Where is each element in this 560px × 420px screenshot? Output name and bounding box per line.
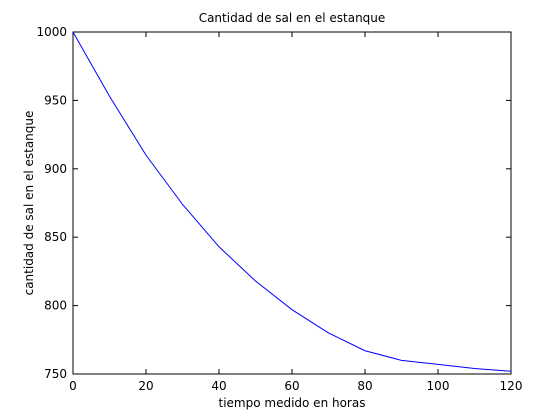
series-layer [72, 31, 512, 372]
y-tick-label: 800 [44, 299, 67, 313]
x-tick-label: 0 [69, 379, 77, 393]
plot-area [72, 31, 512, 375]
y-axis-label: cantidad de sal en el estanque [22, 111, 36, 296]
y-tick-label: 900 [44, 162, 67, 176]
y-tick-label: 850 [44, 230, 67, 244]
y-tick-label: 950 [44, 93, 67, 107]
x-tick-label: 80 [357, 379, 372, 393]
series-line [72, 31, 512, 372]
x-axis-label: tiempo medido en horas [219, 396, 366, 410]
y-tick-label: 1000 [36, 25, 67, 39]
x-tick-label: 20 [138, 379, 153, 393]
x-tick-label: 40 [211, 379, 226, 393]
y-tick-label: 750 [44, 367, 67, 381]
x-tick-label: 120 [500, 379, 523, 393]
axis-ticks [72, 31, 512, 375]
x-tick-label: 60 [284, 379, 299, 393]
axis-tick-labels: 0 20 40 60 80 100 120 750 800 850 900 950 1000 [36, 25, 522, 393]
x-tick-label: 100 [427, 379, 450, 393]
chart-title: Cantidad de sal en el estanque [199, 11, 386, 25]
